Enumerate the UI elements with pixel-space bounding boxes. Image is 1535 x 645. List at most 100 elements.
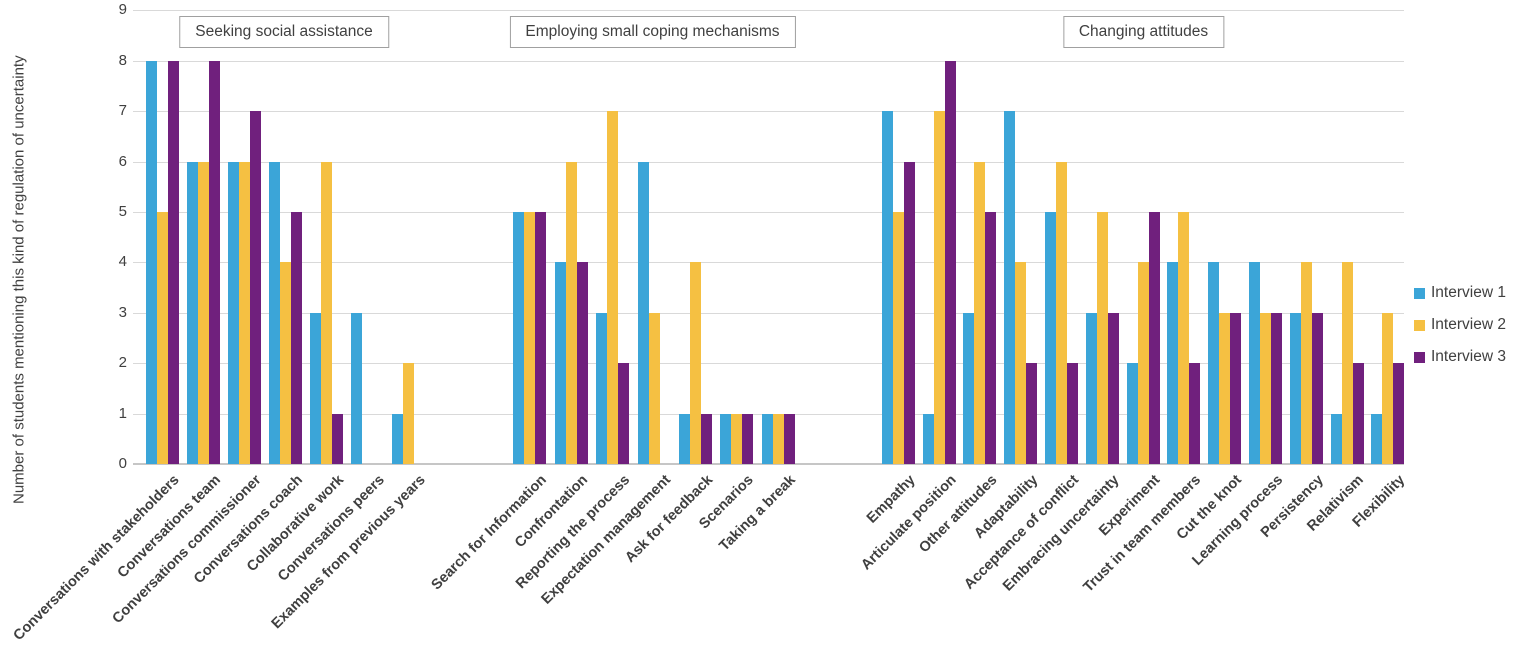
bar [1178, 212, 1190, 464]
bar [310, 312, 322, 464]
gridline [133, 10, 1404, 12]
gridline [133, 363, 1404, 365]
bar [576, 262, 588, 464]
bar [731, 413, 743, 464]
bar [1330, 413, 1342, 464]
bar [1371, 413, 1383, 464]
bar [1085, 312, 1097, 464]
bar [1055, 161, 1067, 464]
bar [208, 60, 220, 464]
gridline [133, 161, 1404, 163]
bar [227, 161, 239, 464]
gridline [133, 212, 1404, 213]
bar [156, 212, 168, 464]
x-tick-label: Taking a break [716, 472, 799, 555]
bar [881, 111, 893, 464]
y-tick-label: 6 [118, 152, 127, 170]
bar [186, 161, 198, 464]
bar [1248, 262, 1260, 464]
gridline [133, 60, 1404, 62]
bar [1148, 212, 1160, 464]
bar [1137, 262, 1149, 464]
bar [783, 413, 795, 464]
legend-swatch [1414, 351, 1425, 363]
legend-swatch [1414, 319, 1425, 331]
bar [700, 413, 712, 464]
x-axis-line [133, 463, 1404, 465]
group-header: Employing small coping mechanisms [509, 16, 796, 48]
gridline [133, 111, 1404, 113]
bar [332, 413, 344, 464]
bar [637, 161, 649, 464]
group-header: Changing attitudes [1062, 16, 1225, 48]
y-tick-label: 3 [118, 303, 127, 321]
bar [1044, 212, 1056, 464]
bar [892, 212, 904, 464]
bar [524, 212, 536, 464]
bar [238, 161, 250, 464]
bar [321, 161, 333, 464]
legend-item: Interview 1 [1414, 277, 1506, 309]
bar [689, 262, 701, 464]
x-tick-label: Conversations commissioner [109, 472, 265, 627]
bar [1230, 312, 1242, 464]
bar [933, 111, 945, 464]
bar [403, 363, 415, 464]
y-tick-label: 1 [118, 404, 127, 422]
y-axis-title: Number of students mentioning this kind … [10, 55, 28, 505]
bar [554, 262, 566, 464]
bar [535, 212, 547, 464]
bar [1015, 262, 1027, 464]
bar [167, 60, 179, 464]
y-tick-label: 7 [118, 102, 127, 120]
bar [1096, 212, 1108, 464]
bar [648, 312, 660, 464]
bar [1208, 262, 1220, 464]
legend: Interview 1 Interview 2 Interview 3 [1414, 277, 1506, 373]
bar [596, 312, 608, 464]
bar [618, 363, 630, 464]
bar [1259, 312, 1271, 464]
bar [392, 413, 404, 464]
bar [985, 212, 997, 464]
bar [922, 413, 934, 464]
bar [269, 161, 280, 464]
bar [1126, 363, 1138, 464]
bar [1107, 312, 1119, 464]
y-tick-label: 5 [118, 203, 127, 220]
bar [351, 312, 363, 464]
bar [513, 212, 525, 464]
y-tick-label: 0 [118, 455, 127, 472]
bar [1289, 312, 1301, 464]
bar [145, 60, 157, 464]
y-tick-label: 2 [118, 354, 127, 372]
legend-label: Interview 3 [1431, 348, 1506, 365]
bar [944, 60, 956, 464]
bar [1270, 312, 1282, 464]
y-tick-label: 9 [118, 1, 127, 19]
bar [1393, 363, 1405, 464]
bar [1026, 363, 1038, 464]
bar [1311, 312, 1323, 464]
bar [761, 413, 773, 464]
bar [1219, 312, 1231, 464]
legend-item: Interview 3 [1414, 341, 1506, 373]
bar [742, 413, 754, 464]
bar [1066, 363, 1078, 464]
bar [678, 413, 690, 464]
legend-item: Interview 2 [1414, 309, 1506, 341]
bar [1300, 262, 1312, 464]
bar [772, 413, 784, 464]
bar [1352, 363, 1364, 464]
bar [291, 212, 302, 464]
bar [720, 413, 732, 464]
gridline [133, 262, 1404, 264]
bar [1341, 262, 1353, 464]
gridline [133, 312, 1404, 314]
bar [565, 161, 577, 464]
y-tick-label: 4 [118, 253, 127, 271]
bar [197, 161, 209, 464]
legend-label: Interview 1 [1431, 284, 1506, 301]
bar [1004, 111, 1016, 464]
